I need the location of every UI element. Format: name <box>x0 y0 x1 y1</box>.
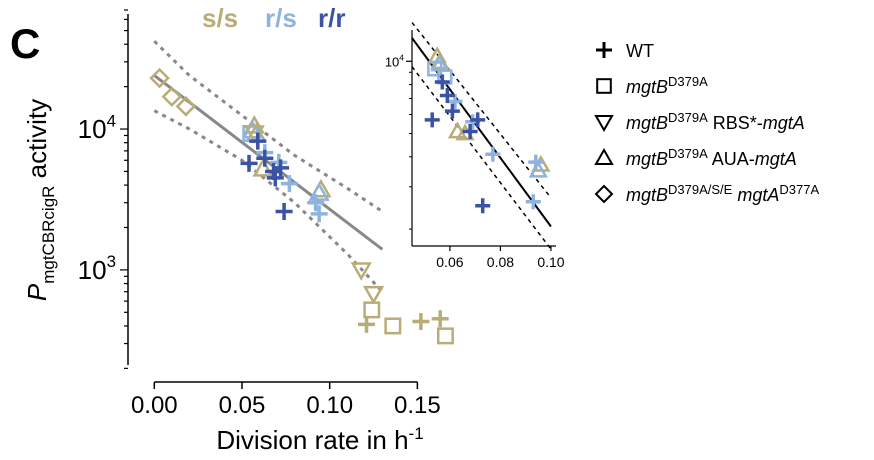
legend-item-triangle-up: mgtBD379A AUA-mgtA <box>594 146 797 169</box>
main-point-plus-7-4 <box>310 205 328 223</box>
genotype-label-2: r/r <box>318 3 345 33</box>
main-point-plus-8-5 <box>272 159 290 177</box>
inset-point-plus-4-1 <box>434 74 450 90</box>
main-scatter-plot: 0.00 0.05 0.10 0.15 103 104 Division rate in h… <box>22 9 454 455</box>
main-point-plus-8-6 <box>275 202 293 220</box>
inset-ci-upper-line <box>411 22 552 199</box>
main-point-diamond-0-2 <box>175 96 197 117</box>
main-y-tick-label: 104 <box>78 111 116 144</box>
main-y-tick-label: 103 <box>78 252 116 285</box>
legend: WT mgtBD379A mgtBD379A RBS*-mgtA mgtBD379A … <box>594 41 819 205</box>
legend-marker-triangle-up <box>594 147 614 165</box>
main-point-plus-8-0 <box>240 154 258 172</box>
main-point-plus-6-1 <box>412 313 430 331</box>
inset-x-tick-label: 0.10 <box>537 254 564 270</box>
inset-point-plus-4-0 <box>424 112 440 128</box>
inset-data-points <box>424 46 551 214</box>
main-point-plus-8-2 <box>256 149 274 167</box>
main-point-square-4-1 <box>384 317 402 335</box>
main-point-plus-6-2 <box>431 310 449 328</box>
main-point-plus-7-2 <box>280 175 298 193</box>
main-point-plus-7-3 <box>307 194 325 212</box>
inset-point-plus-3-0 <box>447 93 463 109</box>
main-x-tick-label: 0.15 <box>394 392 441 419</box>
main-x-axis-title: Division rate in h-1 <box>216 424 423 455</box>
legend-marker-square <box>596 78 612 94</box>
genotype-label-0: s/s <box>202 3 238 33</box>
legend-item-plus: WT <box>596 41 654 61</box>
main-point-diamond-0-1 <box>161 86 183 107</box>
inset-axes: 0.06 0.08 0.10 104 <box>385 30 565 270</box>
inset-point-triangle-up-1-1 <box>528 160 548 178</box>
genotype-labels: s/s r/s r/r <box>202 3 345 33</box>
main-point-plus-8-4 <box>266 169 284 187</box>
inset-point-plus-4-2 <box>439 88 455 104</box>
legend-marker-plus <box>596 42 612 58</box>
inset-scatter-plot: 0.06 0.08 0.10 104 <box>385 22 565 270</box>
inset-point-plus-4-3 <box>444 103 460 119</box>
inset-point-plus-3-3 <box>528 154 544 170</box>
main-y-axis-title: PmgtCBRcigR activity <box>22 99 58 301</box>
inset-confidence-band <box>411 22 552 250</box>
inset-point-plus-4-5 <box>470 112 486 128</box>
main-point-triangle-up-1-2 <box>252 158 274 177</box>
legend-label: mgtBD379A AUA-mgtA <box>626 146 797 169</box>
legend-item-square: mgtBD379A <box>596 74 708 97</box>
legend-label: mgtBD379A <box>626 74 708 97</box>
main-x-tick-label: 0.05 <box>219 392 266 419</box>
genotype-label-1: r/s <box>265 3 297 33</box>
inset-x-tick-label: 0.08 <box>487 254 514 270</box>
legend-marker-diamond <box>594 184 614 204</box>
main-ci-upper-line <box>153 40 384 213</box>
inset-ci-lower-line <box>411 66 552 250</box>
main-confidence-band <box>153 40 384 293</box>
main-point-plus-6-0 <box>358 315 376 333</box>
legend-label: mgtBD379A RBS*-mgtA <box>626 110 805 133</box>
main-point-triangle-up-2-1 <box>308 182 330 201</box>
inset-point-plus-3-2 <box>485 146 501 162</box>
main-point-plus-8-1 <box>249 132 267 150</box>
main-point-square-4-2 <box>436 327 454 345</box>
legend-marker-triangle-down <box>594 115 614 133</box>
inset-y-tick-label: 104 <box>385 52 404 69</box>
panel-label: C <box>10 20 40 67</box>
main-point-square-4-0 <box>363 301 381 319</box>
inset-point-plus-4-4 <box>462 123 478 139</box>
legend-item-diamond: mgtBD379A/S/E mgtAD377A <box>594 182 819 205</box>
main-point-triangle-down-5-2 <box>362 285 385 305</box>
main-x-tick-label: 0.10 <box>306 392 353 419</box>
inset-x-tick-label: 0.06 <box>436 254 463 270</box>
inset-point-square-2-0 <box>427 61 443 77</box>
main-axes: 0.00 0.05 0.10 0.15 103 104 Division rate in h… <box>22 9 441 455</box>
inset-point-plus-3-4 <box>525 194 541 210</box>
inset-point-plus-4-6 <box>475 198 491 214</box>
main-point-diamond-0-0 <box>149 67 170 89</box>
legend-label: mgtBD379A/S/E mgtAD377A <box>626 182 819 205</box>
legend-item-triangle-down: mgtBD379A RBS*-mgtA <box>594 110 805 133</box>
main-point-triangle-down-5-1 <box>350 262 372 281</box>
main-x-tick-label: 0.00 <box>131 392 178 419</box>
main-data-points <box>149 67 454 345</box>
main-ci-lower-line <box>153 109 384 293</box>
legend-label: WT <box>626 41 654 61</box>
